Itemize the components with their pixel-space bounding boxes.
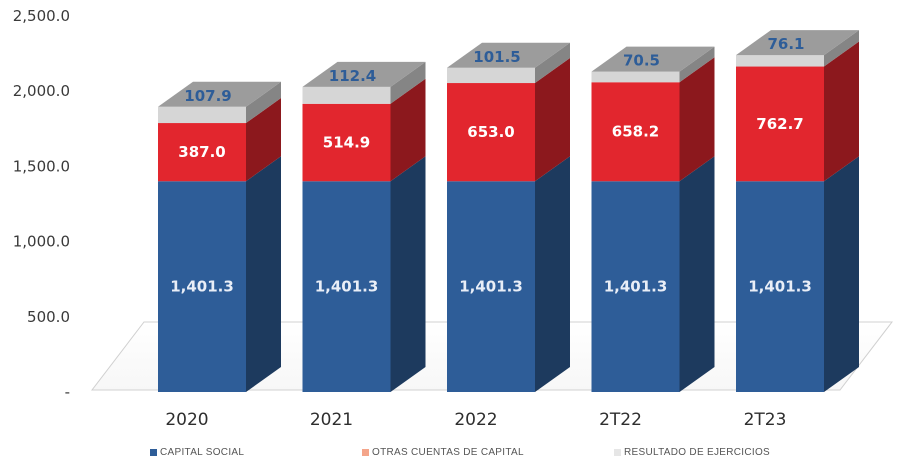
x-axis: 2020 2021 2022 2T22 2T23 (165, 410, 786, 430)
bar-segment-side (390, 78, 426, 182)
bar-top-face (302, 61, 426, 87)
bar-segment-side (246, 156, 281, 392)
bar-segment (736, 55, 824, 67)
x-tick-label: 2T22 (599, 410, 642, 430)
bar-segment-side (824, 41, 859, 182)
bar-segment (447, 67, 535, 84)
bars: 1,401.3387.0107.91,401.3514.9112.41,401.… (158, 30, 859, 392)
bar-segment (158, 181, 246, 392)
legend-swatch-capital-social (150, 448, 157, 456)
y-tick-label: - (65, 383, 70, 401)
data-label: 101.5 (473, 48, 520, 66)
bar-segment-side (535, 42, 570, 84)
x-tick-label: 2T23 (744, 410, 787, 430)
data-label: 107.9 (184, 87, 231, 105)
legend-item-resultado: RESULTADO DE EJERCICIOS (614, 447, 770, 458)
y-tick-label: 1,500.0 (13, 157, 70, 175)
bar-segment-side (824, 156, 859, 392)
x-tick-label: 2022 (454, 410, 497, 430)
legend-label-otras-cuentas: OTRAS CUENTAS DE CAPITAL (372, 446, 524, 458)
bar-stack: 1,401.3 653.0 101.5 (447, 42, 570, 392)
bar-segment (158, 123, 246, 182)
bar-stack: 1,401.3 658.2 70.5 (591, 46, 715, 392)
bar-segment (447, 181, 535, 392)
bar-segment-side (679, 57, 715, 182)
bar-segment (158, 106, 246, 124)
data-label: 514.9 (323, 134, 370, 152)
data-label: 1,401.3 (604, 278, 668, 296)
data-label: 1,401.3 (459, 278, 523, 296)
bar-segment-side (390, 156, 426, 392)
bar-segment (591, 181, 680, 392)
data-label: 76.1 (767, 35, 804, 53)
y-tick-label: 2,500.0 (13, 7, 70, 25)
bar-segment-side (246, 98, 281, 182)
y-tick-label: 2,000.0 (13, 82, 70, 100)
legend-swatch-otras-cuentas (362, 448, 369, 456)
data-label: 112.4 (329, 67, 376, 85)
bar-segment-side (679, 46, 715, 83)
y-tick-label: 500.0 (27, 308, 70, 326)
bar-segment-side (390, 61, 426, 104)
data-label: 70.5 (623, 52, 660, 70)
legend: CAPITAL SOCIAL OTRAS CUENTAS DE CAPITAL … (150, 444, 850, 460)
bar-stack: 1,401.3 387.0 107.9 (158, 81, 281, 392)
bar-stack: 1,401.3 514.9 112.4 (302, 61, 426, 392)
bar-segment (736, 181, 824, 392)
bar-segment-side (535, 58, 570, 182)
bar-segment-side (535, 156, 570, 392)
bar-segment (302, 103, 391, 182)
bar-segment-side (679, 156, 715, 392)
y-tick-label: 1,000.0 (13, 233, 70, 251)
x-tick-label: 2020 (165, 410, 208, 430)
data-label: 1,401.3 (315, 278, 379, 296)
bar-segment (447, 83, 535, 182)
legend-swatch-resultado (614, 448, 621, 456)
bar-segment (591, 71, 680, 83)
legend-item-otras-cuentas: OTRAS CUENTAS DE CAPITAL (362, 447, 614, 458)
bar-segment (736, 66, 824, 182)
data-label: 1,401.3 (170, 278, 234, 296)
data-label: 387.0 (178, 143, 225, 161)
data-label: 658.2 (612, 123, 659, 141)
y-axis: - 500.0 1,000.0 1,500.0 2,000.0 2,500.0 (13, 7, 70, 401)
bar-stack: 1,401.3 762.7 76.1 (736, 30, 859, 392)
x-tick-label: 2021 (310, 410, 353, 430)
bar-top-face (591, 46, 715, 72)
bar-segment (302, 86, 391, 104)
bar-segment-side (246, 81, 281, 124)
legend-label-resultado: RESULTADO DE EJERCICIOS (624, 446, 770, 458)
bar-segment (591, 82, 680, 182)
bar-top-face (447, 42, 570, 68)
bar-top-face (736, 30, 859, 56)
bar-segment-side (824, 30, 859, 67)
data-label: 762.7 (756, 115, 803, 133)
legend-item-capital-social: CAPITAL SOCIAL (150, 447, 362, 458)
data-label: 653.0 (467, 123, 514, 141)
bar-segment (302, 181, 391, 392)
legend-label-capital-social: CAPITAL SOCIAL (160, 446, 245, 458)
bar-top-face (158, 81, 281, 107)
data-label: 1,401.3 (748, 278, 812, 296)
